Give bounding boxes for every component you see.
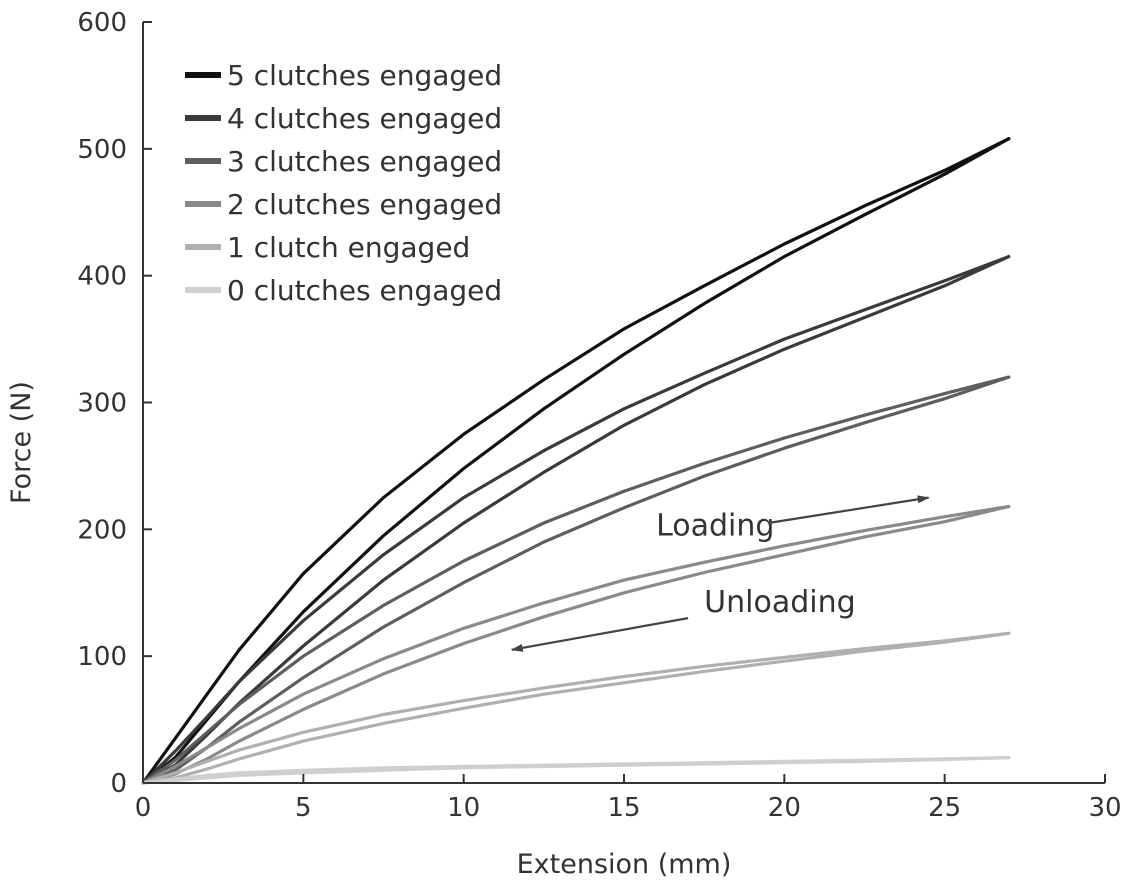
series-4-unloading-line	[141, 255, 1011, 785]
legend-entry-5: 5 clutches engaged	[227, 59, 502, 92]
series-3-unloading-line	[141, 375, 1011, 785]
y-tick-label: 500	[77, 135, 127, 165]
x-tick-label: 30	[1088, 793, 1121, 823]
y-tick-label: 300	[77, 389, 127, 419]
x-axis-label: Extension (mm)	[517, 849, 732, 880]
legend-entry-2: 2 clutches engaged	[227, 188, 502, 221]
legend-entry-4: 4 clutches engaged	[227, 102, 502, 135]
legend: 5 clutches engaged 4 clutches engaged 3 cl…	[185, 59, 502, 307]
loading-annotation: Loading	[656, 509, 774, 544]
y-tick-label: 0	[110, 769, 127, 799]
series-2-loading-line	[141, 504, 1011, 785]
legend-entry-1: 1 clutch engaged	[227, 231, 470, 264]
legend-entry-0: 0 clutches engaged	[227, 274, 502, 307]
unloading-arrow	[510, 617, 689, 652]
x-tick-label: 10	[447, 793, 480, 823]
x-tick-label: 5	[295, 793, 312, 823]
unloading-annotation: Unloading	[704, 585, 855, 620]
y-axis-label: Force (N)	[6, 381, 37, 504]
series-1-loading-line	[141, 631, 1011, 785]
loading-arrow	[768, 495, 930, 525]
y-tick-label: 200	[77, 515, 127, 545]
series-1-unloading-line	[141, 631, 1011, 785]
series-5-loading-line	[141, 137, 1011, 785]
y-tick-label: 600	[77, 8, 127, 38]
series-2-unloading-line	[141, 504, 1011, 785]
y-tick-label: 400	[77, 262, 127, 292]
series-0-unloading-line	[141, 755, 1011, 785]
plot-series	[141, 137, 1011, 785]
x-tick-label: 25	[928, 793, 961, 823]
annotations: Loading Unloading	[510, 495, 930, 652]
x-tick-label: 0	[135, 793, 152, 823]
series-3-loading-line	[141, 375, 1011, 785]
x-tick-label: 15	[607, 793, 640, 823]
y-tick-label: 100	[77, 642, 127, 672]
legend-entry-3: 3 clutches engaged	[227, 145, 502, 178]
x-tick-label: 20	[768, 793, 801, 823]
series-4-loading-line	[141, 255, 1011, 785]
